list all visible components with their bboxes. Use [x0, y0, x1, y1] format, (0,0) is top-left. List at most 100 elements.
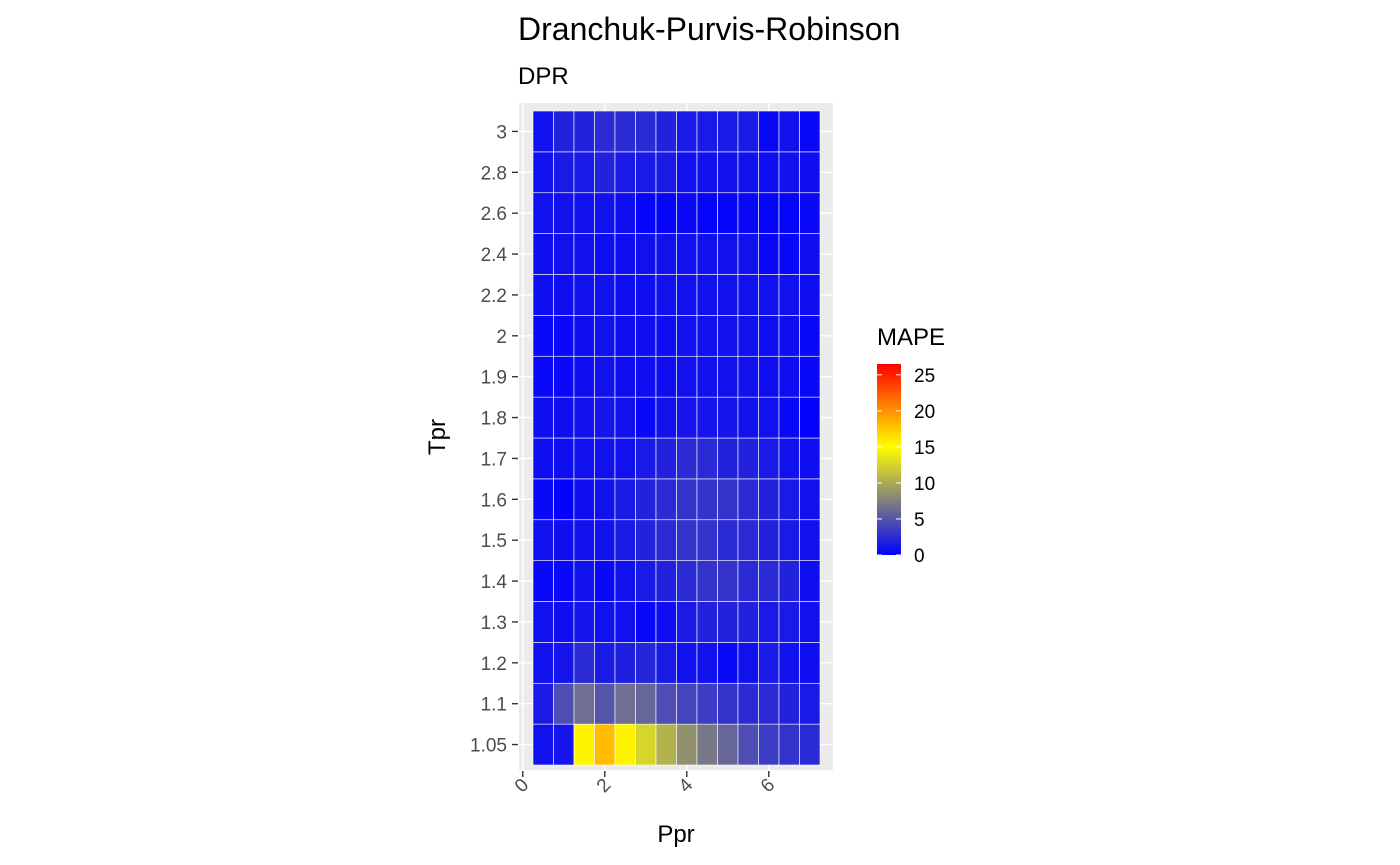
- heatmap-cell: [778, 642, 800, 684]
- heatmap-cell: [799, 315, 821, 357]
- heatmap-cell: [799, 355, 821, 398]
- heatmap-cell: [553, 315, 575, 357]
- heatmap-cell: [614, 601, 636, 643]
- heatmap-cell: [799, 274, 821, 316]
- heatmap-cell: [717, 682, 739, 725]
- heatmap-cell: [799, 110, 821, 153]
- heatmap-cell: [553, 355, 575, 398]
- heatmap-cell: [737, 233, 759, 275]
- heatmap-cell: [532, 396, 554, 439]
- legend-tick-label: 20: [914, 402, 935, 423]
- heatmap-cell: [553, 682, 575, 725]
- heatmap-cell: [532, 355, 554, 398]
- heatmap-cell: [573, 478, 595, 521]
- heatmap-cell: [573, 233, 595, 275]
- heatmap-cell: [573, 601, 595, 643]
- legend-ticks: 0 5 10 15 20 25: [877, 366, 935, 567]
- heatmap-cell: [573, 723, 595, 766]
- heatmap-cell: [553, 478, 575, 521]
- heatmap-cell: [778, 355, 800, 398]
- heatmap-cell: [799, 601, 821, 643]
- heatmap-cell: [655, 478, 677, 521]
- y-tick-label: 3: [496, 122, 507, 143]
- heatmap-cell: [799, 642, 821, 684]
- heatmap-cell: [614, 519, 636, 561]
- heatmap-cell: [655, 601, 677, 643]
- heatmap-cell: [573, 274, 595, 316]
- heatmap-cell: [737, 110, 759, 153]
- heatmap-cell: [676, 560, 698, 602]
- heatmap-cell: [594, 355, 616, 398]
- heatmap-cell: [676, 478, 698, 521]
- chart-title: Dranchuk-Purvis-Robinson: [518, 11, 900, 47]
- heatmap-cell: [635, 437, 657, 480]
- heatmap-cell: [573, 519, 595, 561]
- legend-tick-label: 25: [914, 366, 935, 387]
- heatmap-cell: [553, 519, 575, 561]
- color-legend: MAPE 0 5 10 15 20 25: [877, 324, 945, 567]
- heatmap-cell: [532, 151, 554, 194]
- heatmap-cell: [737, 478, 759, 521]
- heatmap-cell: [758, 192, 780, 234]
- heatmap-cell: [635, 192, 657, 234]
- heatmap-cell: [594, 151, 616, 194]
- heatmap-cell: [614, 682, 636, 725]
- heatmap-cell: [655, 355, 677, 398]
- heatmap-cell: [737, 560, 759, 602]
- heatmap-cell: [635, 723, 657, 766]
- heatmap-cell: [737, 355, 759, 398]
- heatmap-cell: [594, 601, 616, 643]
- heatmap-cell: [532, 315, 554, 357]
- heatmap-cell: [717, 437, 739, 480]
- heatmap-cell: [696, 478, 718, 521]
- heatmap-cell: [532, 192, 554, 234]
- y-tick-label: 2.2: [481, 286, 507, 307]
- heatmap-cell: [594, 274, 616, 316]
- heatmap-cell: [737, 151, 759, 194]
- heatmap-cell: [717, 315, 739, 357]
- x-tick-label: 4: [675, 774, 698, 797]
- heatmap-cell: [717, 601, 739, 643]
- heatmap-cell: [573, 560, 595, 602]
- heatmap-cell: [655, 274, 677, 316]
- heatmap-cell: [573, 151, 595, 194]
- y-tick-label: 2.8: [481, 163, 507, 184]
- heatmap-cell: [717, 110, 739, 153]
- heatmap-cell: [676, 110, 698, 153]
- heatmap-cell: [717, 723, 739, 766]
- heatmap-cell: [553, 151, 575, 194]
- heatmap-cell: [758, 682, 780, 725]
- heatmap-cell: [676, 192, 698, 234]
- heatmap-cell: [778, 192, 800, 234]
- heatmap-cell: [614, 151, 636, 194]
- heatmap-cell: [573, 355, 595, 398]
- heatmap-cell: [737, 682, 759, 725]
- heatmap-cell: [614, 233, 636, 275]
- heatmap-cell: [676, 151, 698, 194]
- legend-tick-label: 5: [914, 510, 925, 531]
- legend-tick-label: 15: [914, 438, 935, 459]
- heatmap-cell: [614, 355, 636, 398]
- heatmap-cell: [737, 642, 759, 684]
- heatmap-cell: [696, 355, 718, 398]
- heatmap-cell: [635, 642, 657, 684]
- heatmap-cell: [717, 642, 739, 684]
- y-tick-label: 1.7: [481, 449, 507, 470]
- heatmap-cell: [696, 315, 718, 357]
- heatmap-cell: [696, 110, 718, 153]
- heatmap-cell: [532, 601, 554, 643]
- heatmap-cell: [655, 437, 677, 480]
- x-tick-label: 2: [593, 775, 615, 797]
- heatmap-cell: [696, 519, 718, 561]
- heatmap-cell: [635, 682, 657, 725]
- heatmap-cell: [553, 396, 575, 439]
- heatmap-cell: [758, 315, 780, 357]
- heatmap-cell: [696, 723, 718, 766]
- heatmap-cell: [799, 560, 821, 602]
- heatmap-cell: [635, 151, 657, 194]
- y-axis-title: Tpr: [424, 419, 451, 455]
- legend-tick-label: 0: [914, 546, 925, 567]
- heatmap-cell: [778, 396, 800, 439]
- heatmap-cell: [614, 560, 636, 602]
- heatmap-cell: [758, 110, 780, 153]
